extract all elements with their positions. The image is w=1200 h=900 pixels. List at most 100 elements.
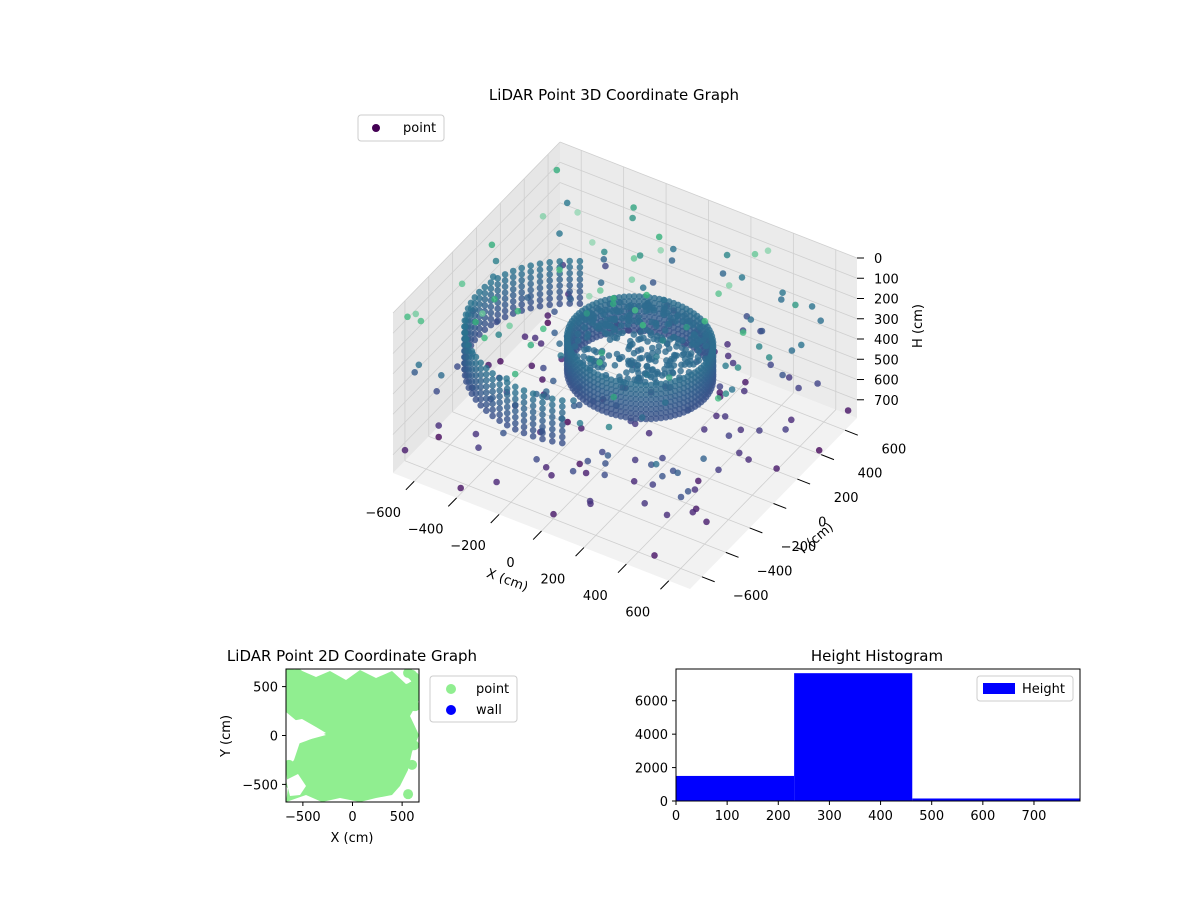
point-3d	[779, 371, 786, 379]
point-3d	[715, 290, 722, 298]
point-3d	[655, 343, 663, 350]
point-3d	[635, 336, 642, 343]
point-3d	[529, 414, 537, 422]
point-3d	[509, 273, 517, 281]
point-3d	[689, 321, 697, 329]
point-3d	[723, 251, 731, 259]
point-3d	[475, 444, 482, 452]
point-3d	[639, 414, 646, 421]
point-3d	[494, 281, 502, 288]
point-3d	[481, 302, 489, 309]
point-3d	[549, 438, 556, 445]
point-3d	[576, 294, 584, 302]
y-tick-3d	[797, 478, 811, 485]
point-3d	[602, 460, 609, 467]
point-3d	[729, 359, 737, 367]
point-3d	[563, 199, 571, 207]
point-3d	[489, 394, 496, 402]
point-3d	[528, 362, 536, 370]
point-3d	[412, 310, 420, 318]
point-3d	[503, 421, 511, 429]
point-3d	[467, 299, 475, 307]
point-3d	[549, 413, 556, 421]
point-3d	[609, 307, 616, 315]
point-3d	[506, 322, 513, 330]
point-3d	[654, 348, 662, 355]
point-3d	[527, 280, 534, 288]
point-3d	[583, 310, 591, 317]
point-3d	[472, 390, 480, 397]
point-3d	[501, 277, 509, 284]
point-3d	[518, 277, 525, 284]
point-3d	[438, 372, 445, 379]
point-3d	[546, 277, 553, 284]
point-3d	[512, 401, 519, 409]
x-tick-label-2d: 0	[348, 810, 356, 825]
point-3d	[417, 317, 425, 325]
point-3d	[483, 383, 490, 390]
point-3d	[662, 327, 669, 334]
point-3d	[632, 386, 640, 393]
point-3d	[487, 309, 495, 317]
point-3d	[652, 400, 660, 408]
point-3d	[546, 289, 553, 297]
point-3d	[472, 372, 480, 379]
point-3d	[657, 395, 665, 402]
point-3d	[559, 439, 566, 447]
histogram-x-tick-label: 200	[766, 809, 791, 824]
point-3d	[559, 427, 566, 435]
y-tick-label-3d: 400	[858, 467, 883, 482]
point-3d	[461, 323, 468, 331]
point-3d	[501, 313, 509, 321]
point-2d	[403, 789, 414, 800]
point-3d	[765, 354, 773, 361]
chart-2d-gap-left	[286, 719, 326, 748]
point-3d	[631, 456, 639, 464]
point-3d	[785, 374, 793, 381]
point-3d	[483, 364, 490, 372]
point-3d	[477, 395, 485, 403]
point-3d	[509, 292, 517, 299]
y-tick-label-3d: −600	[733, 589, 769, 604]
point-3d	[550, 510, 557, 518]
point-3d	[586, 292, 593, 300]
point-3d	[648, 461, 655, 469]
z-tick-label-3d: 300	[874, 313, 899, 328]
point-3d	[496, 405, 503, 412]
point-3d	[728, 386, 736, 393]
point-3d	[477, 377, 485, 385]
point-3d	[756, 427, 763, 434]
point-3d	[610, 295, 617, 302]
point-3d	[659, 472, 666, 480]
point-3d	[674, 469, 681, 477]
histogram-y-tick-label: 4000	[635, 728, 668, 743]
point-3d	[679, 318, 687, 325]
y-tick-3d	[844, 429, 858, 436]
point-3d	[603, 394, 610, 401]
point-3d	[627, 390, 635, 398]
point-3d	[539, 411, 546, 419]
point-3d	[544, 319, 552, 327]
point-3d	[539, 399, 546, 406]
point-3d	[788, 416, 795, 424]
point-3d	[556, 288, 563, 296]
point-3d	[647, 415, 655, 423]
point-3d	[489, 406, 496, 414]
point-3d	[489, 370, 496, 377]
point-3d	[639, 321, 647, 329]
point-3d	[647, 396, 655, 403]
histogram-legend-swatch	[983, 683, 1015, 694]
point-3d	[714, 395, 722, 402]
point-3d	[477, 383, 485, 391]
point-3d	[487, 303, 495, 311]
point-3d	[558, 415, 565, 422]
point-3d	[642, 396, 650, 403]
point-3d	[540, 325, 547, 333]
point-3d	[550, 377, 557, 385]
point-3d	[627, 405, 635, 412]
point-3d	[546, 259, 553, 266]
point-2d	[292, 669, 303, 679]
point-3d	[630, 255, 638, 262]
point-3d	[571, 343, 579, 350]
point-3d	[483, 401, 490, 409]
